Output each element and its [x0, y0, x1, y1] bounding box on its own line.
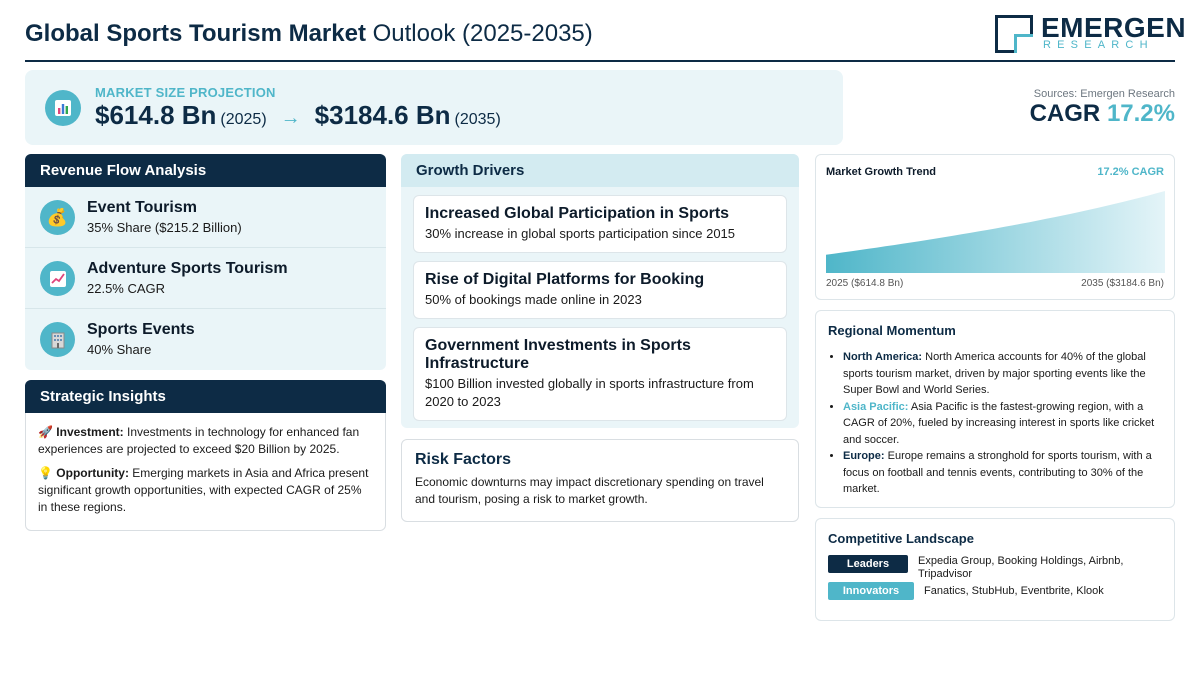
market-growth-trend-card: Market Growth Trend 17.2% CAGR 2025 ($61… [815, 154, 1175, 300]
insight-text: Investments in technology for enhanced f… [38, 425, 360, 456]
insight-investment: 🚀 Investment: Investments in technology … [38, 424, 373, 458]
growth-area-series [826, 191, 1165, 273]
insight-text: Emerging markets in Asia and Africa pres… [38, 466, 369, 514]
driver-card: Government Investments in Sports Infrast… [413, 327, 787, 421]
driver-title: Increased Global Participation in Sports [425, 205, 730, 222]
projection-values: $614.8 Bn (2025) → $3184.6 Bn (2035) [95, 100, 501, 131]
logo-subtitle: RESEARCH [1043, 39, 1154, 51]
region-name: Europe: [843, 450, 885, 462]
page-title-bold: Global Sports Tourism Market [25, 20, 366, 47]
emergen-logo: EMERGEN RESEARCH [995, 12, 1186, 56]
strategic-insights-title: Strategic Insights [25, 380, 386, 413]
revenue-item-title: Event Tourism [87, 199, 197, 216]
region-text: Asia Pacific is the fastest-growing regi… [843, 400, 1155, 446]
innovators-names: Fanatics, StubHub, Eventbrite, Klook [924, 585, 1104, 597]
page-title-rest: Outlook (2025-2035) [372, 20, 593, 47]
region-name: North America: [843, 351, 923, 363]
revenue-flow-panel: Revenue Flow Analysis 💰 Event Tourism 35… [25, 154, 386, 370]
leaders-badge: Leaders [828, 555, 908, 573]
revenue-item-sub: 22.5% CAGR [87, 281, 166, 296]
insight-label: Opportunity: [56, 466, 129, 480]
bar-chart-glyph [55, 100, 71, 116]
page-header: Global Sports Tourism Market Outlook (20… [25, 12, 1186, 62]
revenue-item-title: Adventure Sports Tourism [87, 260, 288, 277]
trend-start-label: 2025 ($614.8 Bn) [826, 278, 904, 289]
trend-title: Market Growth Trend [826, 166, 937, 178]
building-glyph [51, 332, 64, 348]
insight-opportunity: 💡 Opportunity: Emerging markets in Asia … [38, 465, 373, 516]
end-year: (2035) [454, 111, 501, 128]
chart-increasing-icon [40, 261, 75, 296]
insight-label: Investment: [56, 425, 124, 439]
regional-momentum-panel: Regional Momentum North America: North A… [815, 310, 1175, 508]
regional-momentum-title: Regional Momentum [828, 323, 956, 338]
logo-mark-icon [995, 15, 1033, 53]
cagr-label: CAGR [1029, 100, 1101, 127]
cagr-summary: Sources: Emergen Research CAGR 17.2% [1030, 88, 1175, 128]
market-size-projection: MARKET SIZE PROJECTION $614.8 Bn (2025) → $… [25, 70, 843, 145]
money-bag-icon: 💰 [40, 200, 75, 235]
end-value: $3184.6 Bn [314, 100, 451, 130]
region-item-asia-pacific: Asia Pacific: Asia Pacific is the fastes… [843, 399, 1162, 449]
region-text: North America accounts for 40% of the gl… [843, 351, 1146, 396]
driver-desc: 30% increase in global sports participat… [425, 226, 736, 241]
regional-list: North America: North America accounts fo… [828, 349, 1162, 498]
trend-cagr: 17.2% CAGR [1097, 166, 1164, 178]
strategic-insights-body: 🚀 Investment: Investments in technology … [26, 413, 385, 516]
strategic-insights-panel: Strategic Insights 🚀 Investment: Investm… [25, 380, 386, 531]
revenue-item-sports-events: Sports Events 40% Share [25, 309, 386, 370]
competitive-landscape-title: Competitive Landscape [828, 531, 974, 546]
region-text: Europe remains a stronghold for sports t… [843, 450, 1152, 495]
leaders-names: Expedia Group, Booking Holdings, Airbnb,… [918, 555, 1124, 580]
region-item-north-america: North America: North America accounts fo… [843, 349, 1162, 399]
competitive-landscape-panel: Competitive Landscape Leaders Expedia Gr… [815, 518, 1175, 621]
innovators-badge: Innovators [828, 582, 914, 600]
page-title: Global Sports Tourism Market Outlook (20… [25, 20, 593, 48]
driver-desc: $100 Billion invested globally in sports… [425, 376, 754, 409]
building-icon [40, 322, 75, 357]
light-bulb-icon: 💡 [38, 466, 53, 480]
risk-factors-desc: Economic downturns may impact discretion… [415, 475, 764, 506]
bar-chart-icon [45, 90, 81, 126]
projection-label: MARKET SIZE PROJECTION [95, 85, 276, 100]
driver-card: Increased Global Participation in Sports… [413, 195, 787, 253]
revenue-flow-title: Revenue Flow Analysis [25, 154, 386, 187]
growth-area-chart [826, 191, 1165, 273]
start-value: $614.8 Bn [95, 100, 217, 130]
rocket-icon: 🚀 [38, 425, 53, 439]
arrow-right-icon: → [280, 107, 301, 129]
driver-desc: 50% of bookings made online in 2023 [425, 292, 642, 307]
driver-card: Rise of Digital Platforms for Booking 50… [413, 261, 787, 319]
cagr-headline: CAGR 17.2% [1030, 100, 1175, 128]
revenue-item-title: Sports Events [87, 321, 195, 338]
leaders-row: Leaders Expedia Group, Booking Holdings,… [828, 555, 1162, 581]
driver-title: Government Investments in Sports Infrast… [425, 337, 691, 372]
start-year: (2025) [220, 111, 267, 128]
revenue-item-event-tourism: 💰 Event Tourism 35% Share ($215.2 Billio… [25, 187, 386, 248]
cagr-value: 17.2% [1106, 100, 1175, 127]
revenue-item-adventure: Adventure Sports Tourism 22.5% CAGR [25, 248, 386, 309]
innovators-row: Innovators Fanatics, StubHub, Eventbrite… [828, 582, 1162, 606]
chart-increasing-glyph [49, 270, 66, 287]
region-item-europe: Europe: Europe remains a stronghold for … [843, 448, 1162, 498]
growth-drivers-title: Growth Drivers [401, 154, 799, 187]
sources-note: Sources: Emergen Research [1033, 88, 1175, 100]
growth-drivers-panel: Growth Drivers Increased Global Particip… [401, 154, 799, 428]
risk-factors-panel: Risk Factors Economic downturns may impa… [401, 439, 799, 522]
revenue-item-sub: 40% Share [87, 342, 152, 357]
region-name: Asia Pacific: [843, 400, 909, 413]
trend-end-label: 2035 ($3184.6 Bn) [1081, 278, 1164, 289]
driver-title: Rise of Digital Platforms for Booking [425, 271, 705, 288]
revenue-item-sub: 35% Share ($215.2 Billion) [87, 220, 242, 235]
risk-factors-title: Risk Factors [415, 451, 512, 468]
logo-name: EMERGEN [1041, 12, 1187, 43]
